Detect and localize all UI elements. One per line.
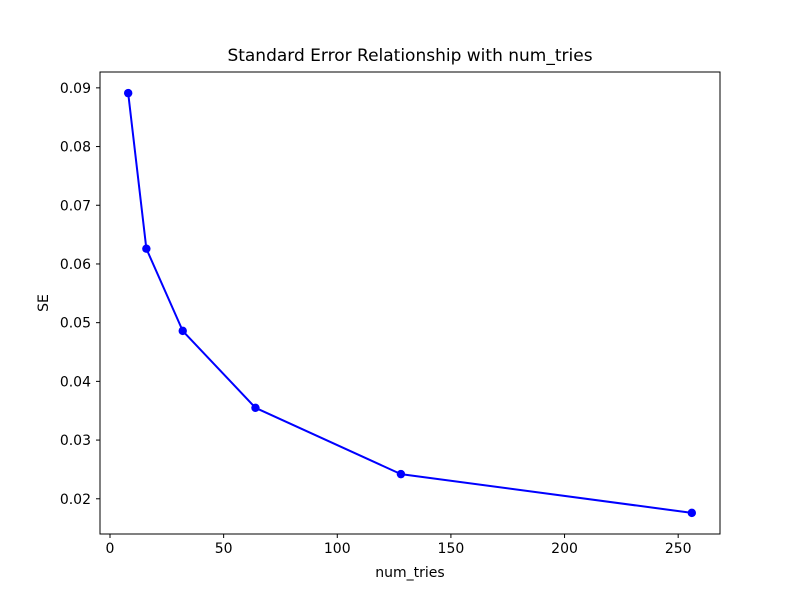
y-tick-label: 0.08 (60, 140, 91, 156)
series-line (127, 92, 693, 514)
x-axis-label: num_tries (375, 565, 444, 581)
data-series (123, 88, 697, 518)
x-tick-label: 50 (215, 541, 233, 557)
y-tick-label: 0.05 (60, 316, 91, 332)
x-tick-label: 150 (438, 541, 465, 557)
x-tick-label: 200 (551, 541, 578, 557)
x-axis-ticks: 0 50 100 150 200 250 (106, 534, 692, 557)
y-tick-label: 0.07 (60, 198, 91, 214)
y-tick-label: 0.02 (60, 492, 91, 508)
data-point-marker (687, 508, 697, 518)
data-point-marker (251, 403, 260, 412)
x-tick-label: 100 (324, 541, 351, 557)
y-axis-label: SE (36, 294, 52, 312)
chart-title: Standard Error Relationship with num_tri… (227, 46, 592, 66)
y-tick-label: 0.04 (60, 374, 91, 390)
x-tick-label: 0 (106, 541, 115, 557)
data-point-marker (123, 88, 133, 98)
y-tick-label: 0.03 (60, 433, 91, 449)
data-point-marker (178, 326, 187, 336)
data-point-marker (142, 244, 151, 253)
x-tick-label: 250 (665, 541, 692, 557)
y-axis-ticks: 0.02 0.03 0.04 0.05 0.06 0.07 0.08 0.09 (60, 81, 100, 508)
plot-area (99, 71, 721, 535)
y-tick-label: 0.09 (60, 81, 91, 97)
y-tick-label: 0.06 (60, 257, 91, 273)
data-point-marker (396, 469, 406, 479)
